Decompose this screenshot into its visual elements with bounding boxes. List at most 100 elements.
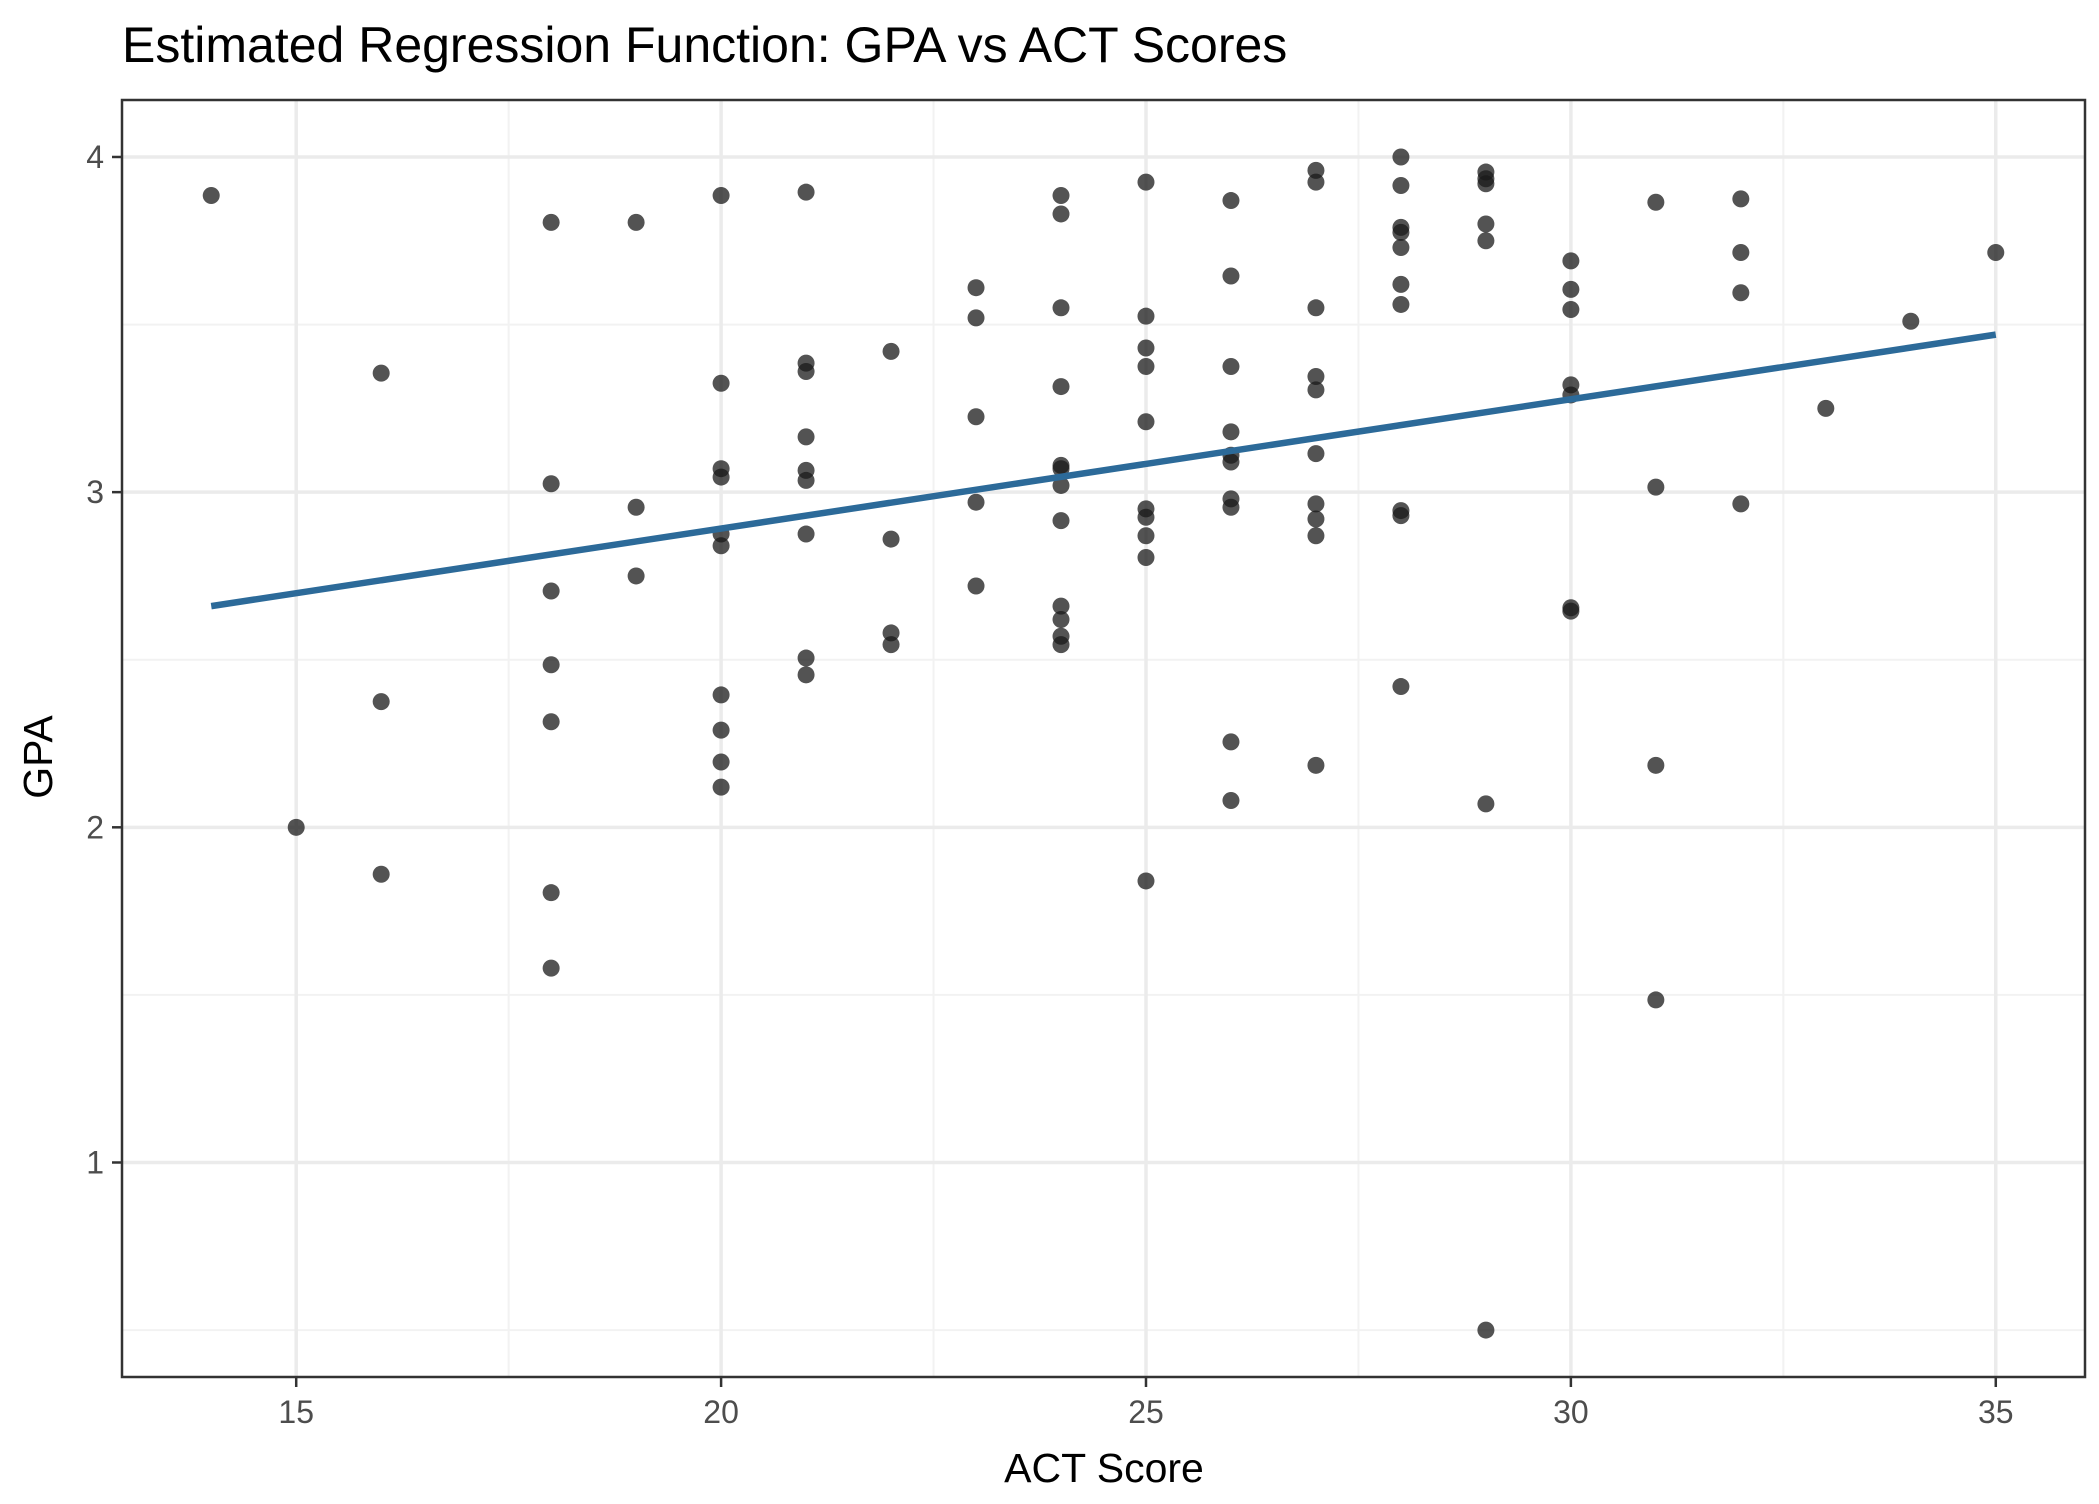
data-point <box>1222 267 1240 285</box>
data-point <box>1477 1321 1495 1339</box>
data-point <box>712 468 730 486</box>
data-point <box>542 959 560 977</box>
data-point <box>1307 756 1325 774</box>
data-point <box>1137 549 1155 567</box>
data-point <box>1392 176 1410 194</box>
y-tick-label: 1 <box>86 1144 104 1180</box>
data-point <box>1052 512 1070 530</box>
data-point <box>1052 299 1070 317</box>
data-point <box>372 364 390 382</box>
data-point <box>1392 295 1410 313</box>
data-point <box>1647 756 1665 774</box>
data-point <box>797 183 815 201</box>
data-point <box>882 636 900 654</box>
x-tick-label: 15 <box>278 1394 314 1430</box>
data-point <box>627 567 645 585</box>
panel-border <box>120 98 2087 1379</box>
data-point <box>1222 192 1240 210</box>
data-point <box>797 666 815 684</box>
data-point <box>542 656 560 674</box>
data-point <box>797 362 815 380</box>
data-point <box>967 577 985 595</box>
data-point <box>1137 527 1155 545</box>
data-point <box>1307 368 1325 386</box>
data-point <box>712 721 730 739</box>
data-point <box>1137 357 1155 375</box>
data-point <box>1052 611 1070 629</box>
x-axis-ticks: 15 20 25 30 35 <box>278 1377 2014 1430</box>
data-point <box>1137 339 1155 357</box>
data-point <box>1052 476 1070 494</box>
data-point <box>1732 244 1750 262</box>
data-point <box>967 309 985 327</box>
x-tick-label: 30 <box>1553 1394 1589 1430</box>
data-point <box>372 693 390 711</box>
data-point <box>1137 173 1155 191</box>
data-point <box>1732 190 1750 208</box>
data-point <box>1307 381 1325 399</box>
y-tick-label: 3 <box>86 474 104 510</box>
data-point <box>712 374 730 392</box>
data-point <box>1222 733 1240 751</box>
regression-line-group <box>210 331 1997 610</box>
data-point <box>1392 223 1410 241</box>
data-point <box>627 498 645 516</box>
data-point <box>1732 495 1750 513</box>
data-point <box>1392 238 1410 256</box>
data-point <box>1392 507 1410 525</box>
data-point <box>1137 872 1155 890</box>
data-point <box>967 493 985 511</box>
data-point <box>1732 284 1750 302</box>
data-point <box>797 471 815 489</box>
data-point <box>1137 413 1155 431</box>
data-point <box>1307 527 1325 545</box>
data-point <box>202 187 220 205</box>
data-point <box>1052 597 1070 615</box>
data-point <box>1647 193 1665 211</box>
data-point <box>967 279 985 297</box>
data-point <box>1052 187 1070 205</box>
data-point <box>712 187 730 205</box>
x-tick-label: 35 <box>1978 1394 2014 1430</box>
x-axis-title: ACT Score <box>1004 1445 1204 1491</box>
minor-gridlines <box>122 100 2085 1377</box>
data-point <box>712 778 730 796</box>
y-axis-title: GPA <box>15 715 61 799</box>
data-point <box>1477 175 1495 193</box>
y-tick-label: 2 <box>86 809 104 845</box>
data-point <box>542 582 560 600</box>
data-point <box>1137 307 1155 325</box>
data-point <box>1137 508 1155 526</box>
data-point <box>1817 399 1835 417</box>
data-point <box>882 530 900 548</box>
data-point <box>1562 300 1580 318</box>
data-point <box>1562 602 1580 620</box>
data-point <box>1222 357 1240 375</box>
data-point <box>1647 991 1665 1009</box>
y-tick-label: 4 <box>86 139 104 175</box>
data-point <box>542 213 560 231</box>
data-point <box>882 624 900 642</box>
data-point <box>797 649 815 667</box>
data-point <box>712 537 730 555</box>
data-point <box>542 475 560 493</box>
data-point <box>797 525 815 543</box>
x-tick-label: 25 <box>1128 1394 1164 1430</box>
regression-line <box>210 331 1997 610</box>
data-point <box>627 213 645 231</box>
data-point <box>287 818 305 836</box>
data-point <box>1562 280 1580 298</box>
data-point <box>1562 252 1580 270</box>
data-point <box>1307 161 1325 179</box>
data-point <box>1307 299 1325 317</box>
data-point <box>1392 148 1410 166</box>
data-point <box>1392 275 1410 293</box>
data-point <box>1477 232 1495 250</box>
data-point <box>967 408 985 426</box>
data-point <box>542 713 560 731</box>
data-point <box>1222 423 1240 441</box>
data-point <box>1052 205 1070 223</box>
